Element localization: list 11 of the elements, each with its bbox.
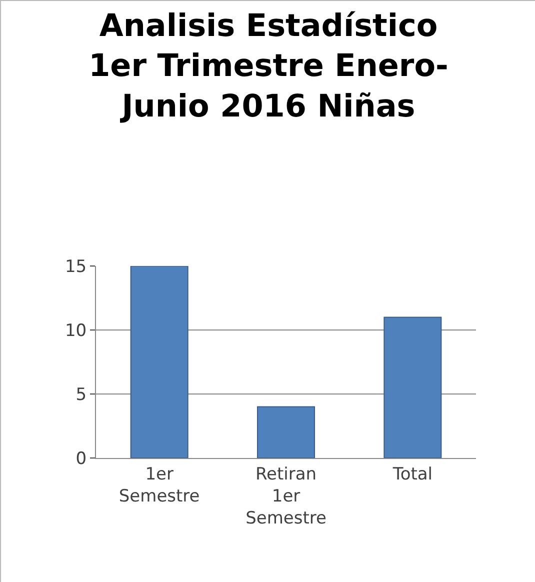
x-tick-label: Retiran 1er Semestre <box>246 464 326 529</box>
chart-title: Analisis Estadístico 1er Trimestre Enero- Junio 2016 Niñas <box>88 8 448 125</box>
bar <box>384 316 442 458</box>
y-tick-label: 10 <box>64 320 87 341</box>
x-tick-label: 1er Semestre <box>118 464 200 506</box>
x-tick-label: Total <box>392 464 433 484</box>
bar <box>130 266 188 458</box>
bar <box>257 406 315 458</box>
y-tick-label: 0 <box>76 448 87 469</box>
y-tick-label: 5 <box>76 384 87 405</box>
y-tick-label: 15 <box>64 256 87 277</box>
